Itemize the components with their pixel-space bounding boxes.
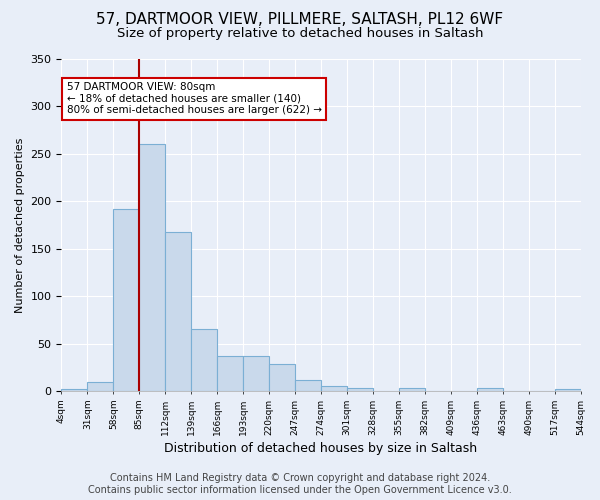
Text: 57, DARTMOOR VIEW, PILLMERE, SALTASH, PL12 6WF: 57, DARTMOOR VIEW, PILLMERE, SALTASH, PL…: [97, 12, 503, 28]
Bar: [88, 382, 113, 391]
Bar: [269, 364, 295, 391]
Text: Contains HM Land Registry data © Crown copyright and database right 2024.
Contai: Contains HM Land Registry data © Crown c…: [88, 474, 512, 495]
Bar: [217, 356, 243, 391]
Text: 57 DARTMOOR VIEW: 80sqm
← 18% of detached houses are smaller (140)
80% of semi-d: 57 DARTMOOR VIEW: 80sqm ← 18% of detache…: [67, 82, 322, 116]
Bar: [321, 386, 347, 391]
Text: Size of property relative to detached houses in Saltash: Size of property relative to detached ho…: [117, 28, 483, 40]
Bar: [243, 356, 269, 391]
Bar: [165, 232, 191, 391]
Bar: [476, 388, 503, 391]
Bar: [554, 389, 581, 391]
Bar: [399, 388, 425, 391]
Bar: [113, 209, 139, 391]
Bar: [139, 144, 165, 391]
Bar: [61, 389, 88, 391]
Y-axis label: Number of detached properties: Number of detached properties: [15, 138, 25, 312]
Bar: [295, 380, 321, 391]
X-axis label: Distribution of detached houses by size in Saltash: Distribution of detached houses by size …: [164, 442, 478, 455]
Bar: [347, 388, 373, 391]
Bar: [191, 330, 217, 391]
